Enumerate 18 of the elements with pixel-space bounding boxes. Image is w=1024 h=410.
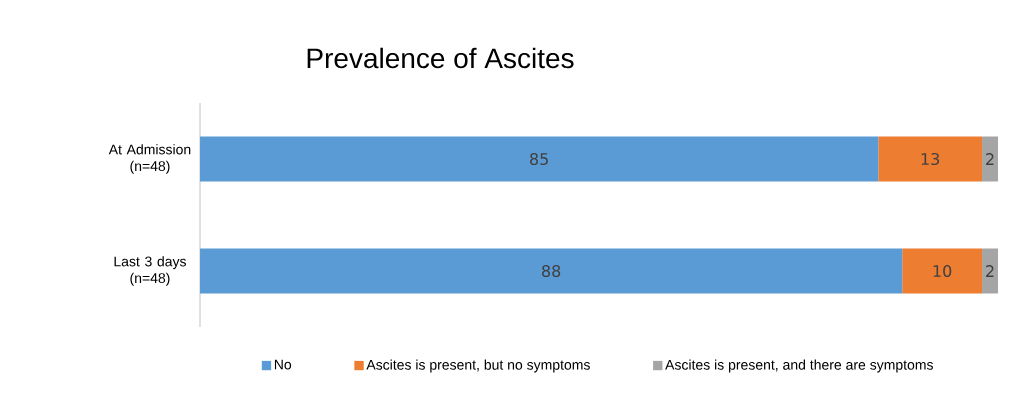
data-label: 85 — [530, 152, 548, 166]
data-label: 88 — [542, 264, 561, 278]
data-label: 13 — [921, 152, 940, 166]
bar — [902, 248, 983, 294]
legend-label: Ascites is present, but no symptoms — [366, 359, 590, 373]
bar — [982, 248, 998, 294]
bar — [982, 136, 998, 182]
data-label: 2 — [986, 265, 994, 277]
y-tick-label: At Admission (n=48) — [108, 144, 191, 174]
data-label: 10 — [933, 264, 952, 278]
data-label: 2 — [986, 153, 994, 165]
legend-label: No — [274, 359, 292, 370]
y-tick-label: Last 3 days (n=48) — [114, 256, 187, 286]
chart-title: Prevalence of Ascites — [307, 47, 574, 69]
legend-label: Ascites is present, and there are symptoms — [665, 359, 933, 373]
bar — [200, 136, 879, 182]
bar — [200, 248, 903, 294]
bar — [878, 136, 983, 182]
